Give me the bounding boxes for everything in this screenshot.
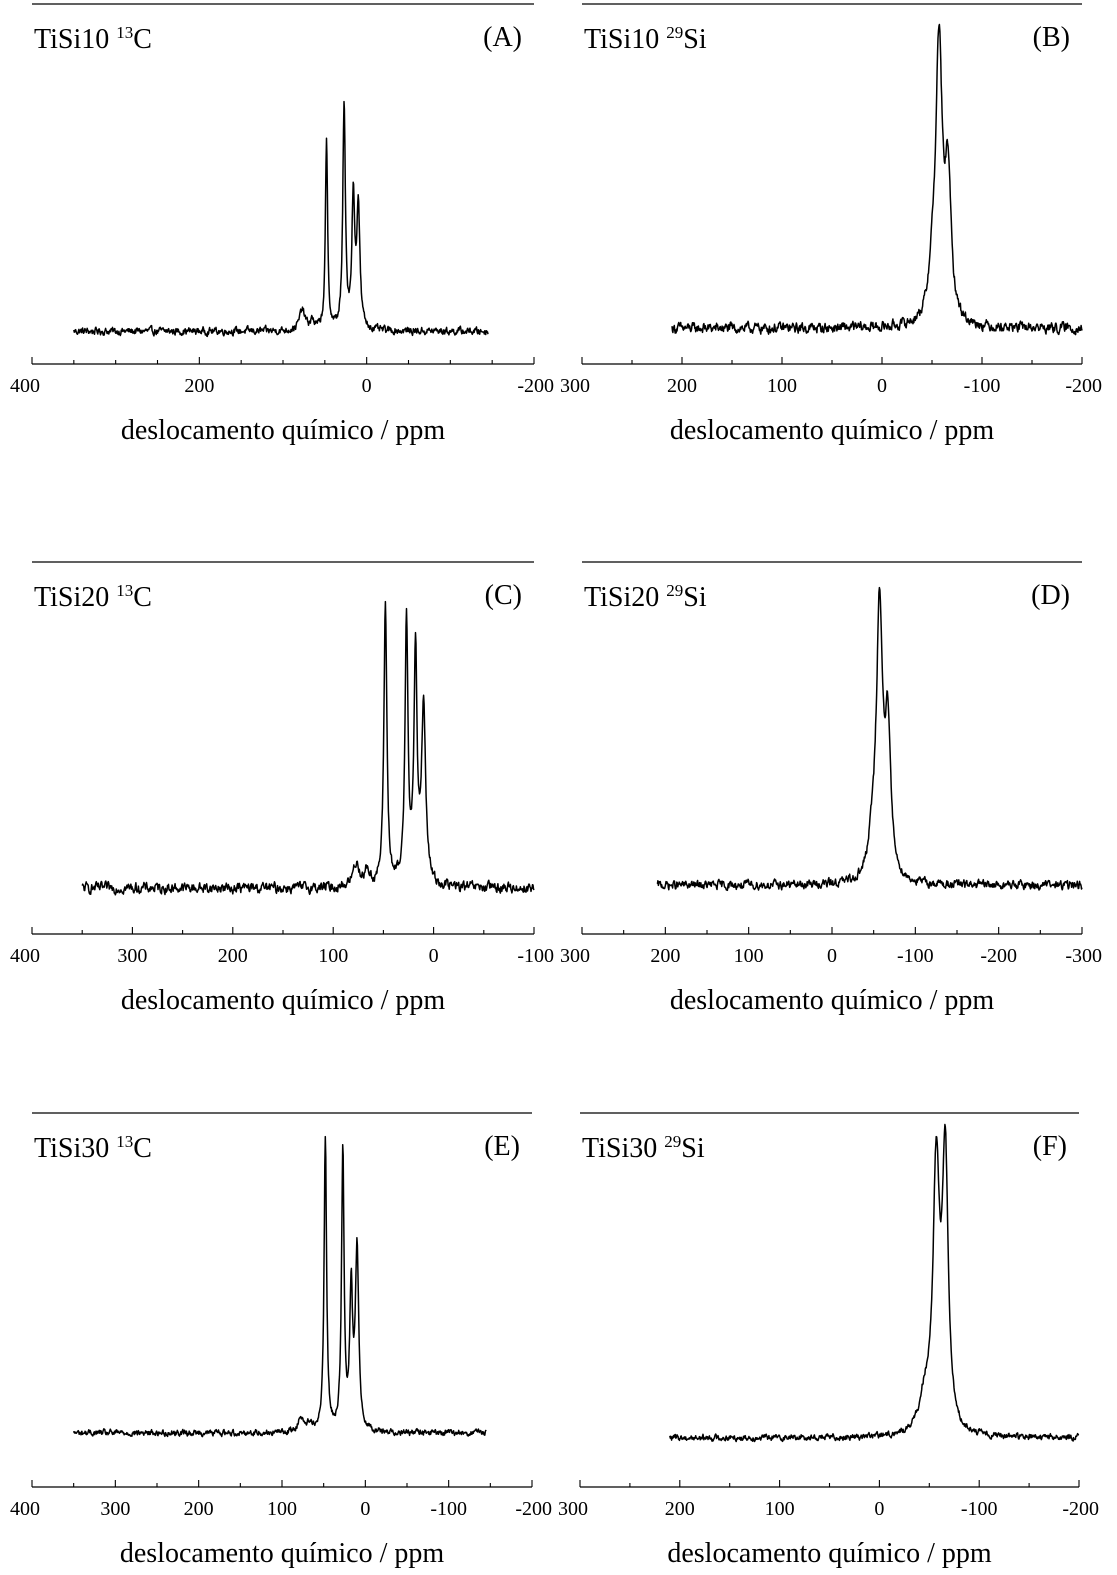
panel-f: 300 200 100 0 -100 -200 deslocamento químico /… (558, 1112, 1099, 1569)
x-tick-label: -200 (515, 1498, 552, 1520)
x-tick-label: 100 (267, 1498, 297, 1520)
panel-b: 300 200 100 0 -100 -200 deslocamento químico /… (560, 3, 1102, 446)
panel-letter: (D) (1031, 580, 1070, 611)
panel-element: Si (681, 1133, 705, 1164)
x-tick-label: 0 (362, 375, 372, 397)
panel-sample: TiSi30 (34, 1133, 109, 1164)
x-tick-label: 100 (765, 1498, 795, 1520)
x-tick-label: 100 (734, 945, 764, 967)
panel-a: 400 200 0 -200 deslocamento químico / ppm TiS… (10, 3, 554, 446)
panel-title: TiSi10 13C (34, 23, 152, 55)
panel-isotope-mass: 13 (116, 581, 133, 600)
x-tick-label: -100 (964, 375, 1001, 397)
panel-d: 300 200 100 0 -100 -200 -300 deslocamento quími… (560, 561, 1102, 1016)
spectrum-line (81, 600, 535, 896)
panel-c: 400 300 200 100 0 -100 deslocamento químico / … (10, 561, 554, 1016)
panel-letter: (F) (1033, 1131, 1067, 1162)
x-tick-label: 0 (874, 1498, 884, 1520)
x-tick-label: 0 (360, 1498, 370, 1520)
x-tick-label: -100 (517, 945, 554, 967)
x-axis-title: deslocamento químico / ppm (670, 415, 994, 446)
panel-isotope-mass: 29 (666, 23, 683, 42)
x-tick-label: -200 (1062, 1498, 1099, 1520)
panel-sample: TiSi20 (584, 582, 659, 613)
x-tick-label: 400 (10, 1498, 40, 1520)
x-tick-label: 200 (650, 945, 680, 967)
panel-title: TiSi20 29Si (584, 581, 707, 613)
x-axis-title: deslocamento químico / ppm (121, 985, 445, 1016)
x-tick-label: 400 (10, 375, 40, 397)
x-axis-title: deslocamento químico / ppm (667, 1538, 991, 1569)
panel-letter: (B) (1033, 22, 1070, 53)
panel-e: 400 300 200 100 0 -100 -200 deslocamento químic… (10, 1112, 552, 1569)
panel-letter: (C) (485, 580, 522, 611)
spectrum-line (72, 1135, 487, 1438)
panel-element: Si (683, 582, 707, 613)
panel-isotope-mass: 13 (116, 23, 133, 42)
x-tick-label: 200 (184, 375, 214, 397)
panel-sample: TiSi10 (34, 24, 109, 55)
panel-title: TiSi30 13C (34, 1132, 152, 1164)
x-tick-label: 200 (667, 375, 697, 397)
x-tick-label: 100 (767, 375, 797, 397)
panel-element: C (133, 24, 152, 55)
x-tick-label: 0 (877, 375, 887, 397)
x-axis-title: deslocamento químico / ppm (121, 415, 445, 446)
spectrum-line (656, 586, 1083, 892)
spectrum-line (73, 100, 489, 338)
spectrum-line (669, 1123, 1080, 1443)
x-tick-label: -200 (980, 945, 1017, 967)
panel-isotope-mass: 13 (116, 1132, 133, 1151)
panel-letter: (E) (484, 1131, 520, 1162)
x-tick-label: 200 (218, 945, 248, 967)
x-tick-label: -100 (961, 1498, 998, 1520)
x-tick-label: 300 (558, 1498, 588, 1520)
panel-element: C (133, 1133, 152, 1164)
x-tick-label: -200 (1065, 375, 1102, 397)
x-axis-title: deslocamento químico / ppm (670, 985, 994, 1016)
x-tick-label: 200 (184, 1498, 214, 1520)
spectrum-line (671, 23, 1083, 336)
x-tick-label: -300 (1065, 945, 1102, 967)
panel-element: C (133, 582, 152, 613)
x-tick-label: 300 (117, 945, 147, 967)
panel-sample: TiSi30 (582, 1133, 657, 1164)
panel-isotope-mass: 29 (664, 1132, 681, 1151)
x-tick-label: 200 (665, 1498, 695, 1520)
x-tick-label: 300 (560, 945, 590, 967)
x-tick-label: 300 (100, 1498, 130, 1520)
panel-title: TiSi30 29Si (582, 1132, 705, 1164)
panel-letter: (A) (483, 22, 522, 53)
x-axis-title: deslocamento químico / ppm (120, 1538, 444, 1569)
x-tick-label: -100 (897, 945, 934, 967)
panel-element: Si (683, 24, 707, 55)
x-tick-label: 400 (10, 945, 40, 967)
x-tick-label: 0 (827, 945, 837, 967)
x-tick-label: 300 (560, 375, 590, 397)
x-tick-label: -200 (517, 375, 554, 397)
x-tick-label: 100 (318, 945, 348, 967)
panel-isotope-mass: 29 (666, 581, 683, 600)
panel-title: TiSi20 13C (34, 581, 152, 613)
panel-sample: TiSi10 (584, 24, 659, 55)
x-tick-label: 0 (429, 945, 439, 967)
panel-sample: TiSi20 (34, 582, 109, 613)
x-tick-label: -100 (430, 1498, 467, 1520)
panel-title: TiSi10 29Si (584, 23, 707, 55)
